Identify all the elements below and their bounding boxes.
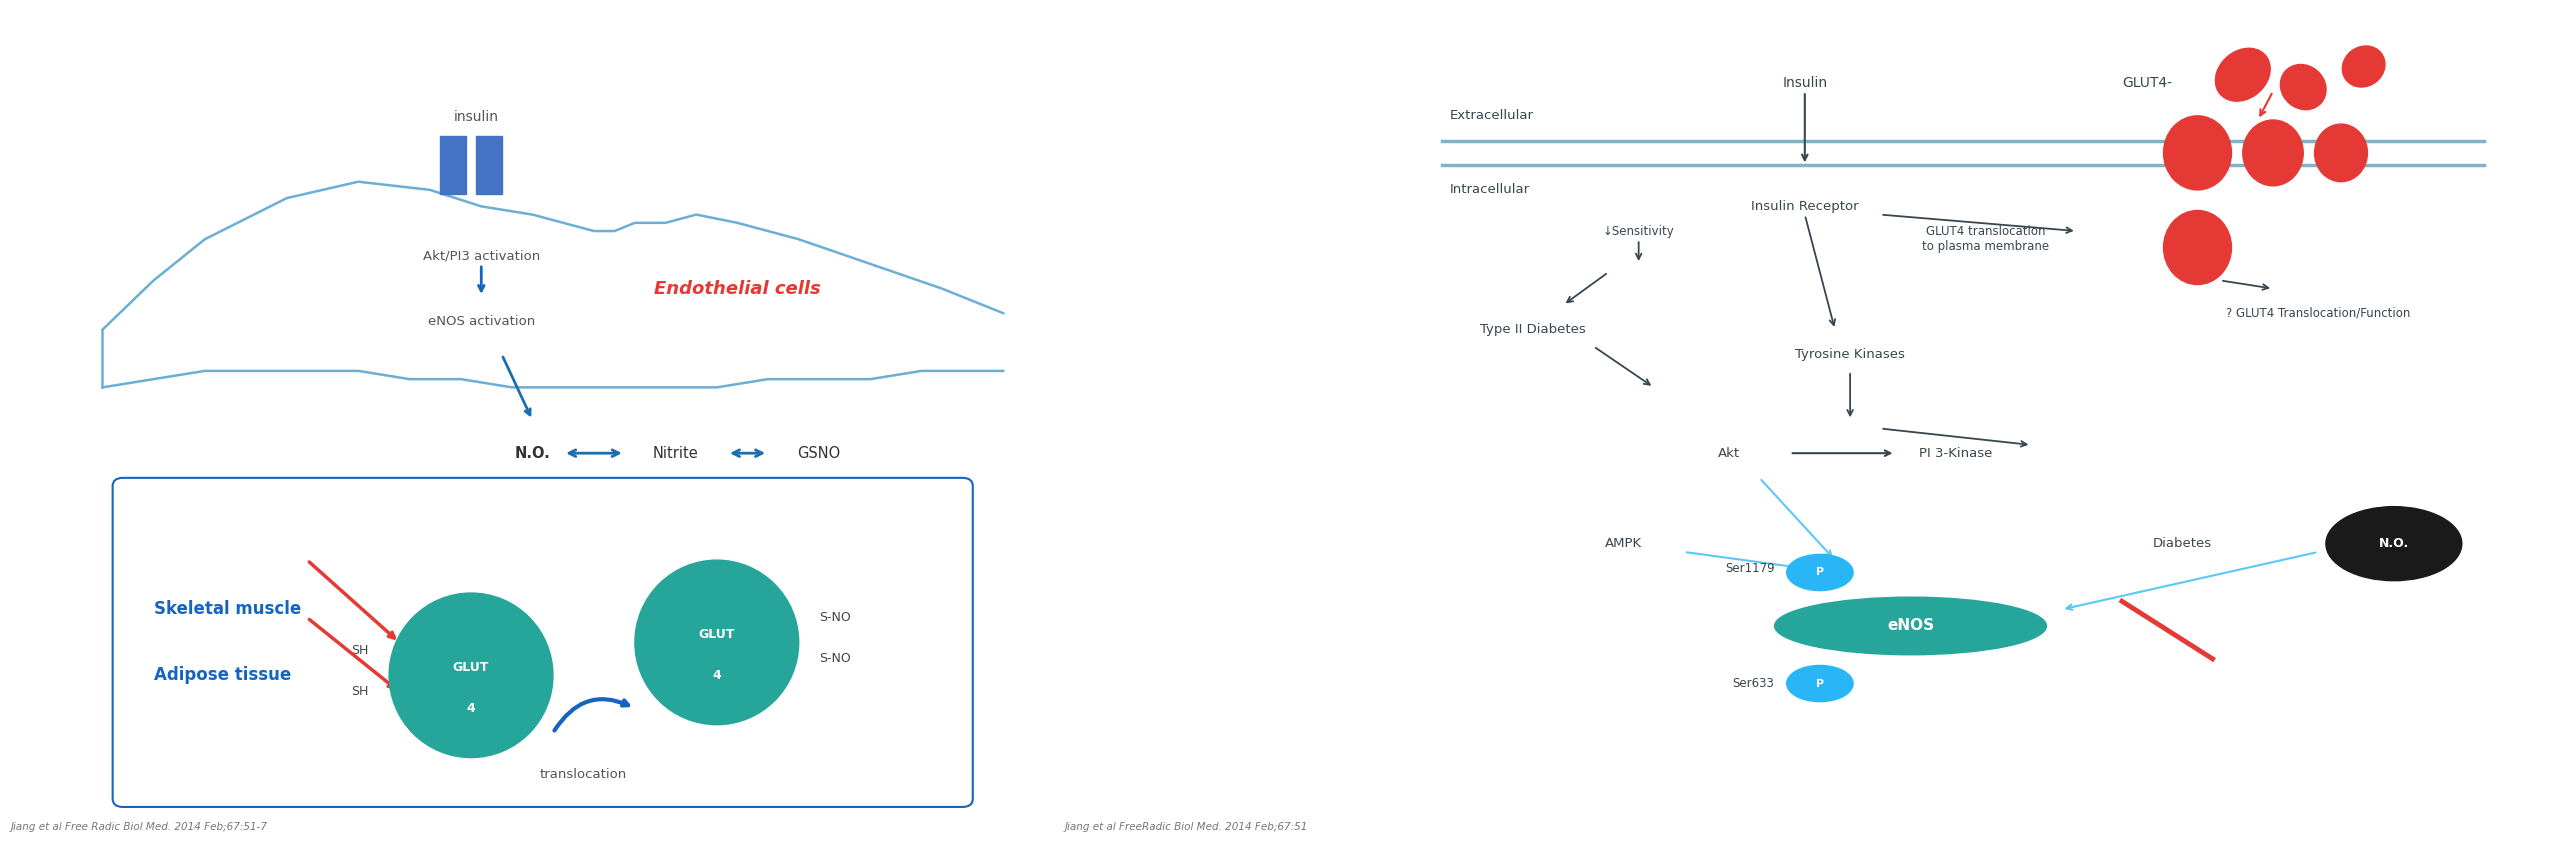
Text: Insulin Receptor: Insulin Receptor xyxy=(1751,200,1859,213)
Text: GLUT4 translocation
to plasma membrane: GLUT4 translocation to plasma membrane xyxy=(1923,225,2051,254)
Ellipse shape xyxy=(2163,211,2232,285)
Ellipse shape xyxy=(2163,116,2232,190)
Ellipse shape xyxy=(2243,120,2304,186)
Circle shape xyxy=(1787,554,1853,590)
Text: ? GLUT4 Translocation/Function: ? GLUT4 Translocation/Function xyxy=(2227,307,2412,320)
Text: PI 3-Kinase: PI 3-Kinase xyxy=(1920,446,1992,459)
Text: translocation: translocation xyxy=(540,768,627,781)
Text: Ser1179: Ser1179 xyxy=(1725,562,1774,575)
Text: P: P xyxy=(1815,567,1823,578)
Text: Insulin: Insulin xyxy=(1782,76,1828,90)
Text: P: P xyxy=(1815,679,1823,688)
Text: SH: SH xyxy=(351,686,369,698)
Text: Type II Diabetes: Type II Diabetes xyxy=(1480,323,1585,336)
Bar xyxy=(476,136,502,194)
Text: Diabetes: Diabetes xyxy=(2153,537,2212,550)
Ellipse shape xyxy=(389,593,553,758)
Text: Tyrosine Kinases: Tyrosine Kinases xyxy=(1795,348,1905,361)
Text: Akt: Akt xyxy=(1718,446,1741,459)
Ellipse shape xyxy=(2314,124,2368,182)
FancyBboxPatch shape xyxy=(113,478,973,807)
Text: GLUT: GLUT xyxy=(699,627,735,641)
Text: GLUT4-: GLUT4- xyxy=(2122,76,2171,90)
Text: S-NO: S-NO xyxy=(819,611,850,624)
Text: Extracellular: Extracellular xyxy=(1449,110,1533,123)
Ellipse shape xyxy=(2214,48,2271,101)
Text: N.O.: N.O. xyxy=(515,446,550,461)
Ellipse shape xyxy=(635,560,799,725)
Text: Intracellular: Intracellular xyxy=(1449,183,1531,196)
Text: AMPK: AMPK xyxy=(1605,537,1641,550)
Text: Jiang et al FreeRadic Biol Med. 2014 Feb;67:51: Jiang et al FreeRadic Biol Med. 2014 Feb… xyxy=(1065,822,1308,831)
Bar xyxy=(440,136,466,194)
Text: SH: SH xyxy=(351,644,369,657)
Circle shape xyxy=(1787,665,1853,702)
Text: 4: 4 xyxy=(466,702,476,715)
Text: S-NO: S-NO xyxy=(819,652,850,665)
Ellipse shape xyxy=(1774,597,2045,655)
Text: Jiang et al Free Radic Biol Med. 2014 Feb;67:51-7: Jiang et al Free Radic Biol Med. 2014 Fe… xyxy=(10,822,266,831)
Text: Skeletal muscle: Skeletal muscle xyxy=(154,601,302,619)
Ellipse shape xyxy=(2342,46,2386,87)
Text: 4: 4 xyxy=(712,668,722,682)
Text: GLUT: GLUT xyxy=(453,661,489,674)
Text: GSNO: GSNO xyxy=(799,446,840,461)
Text: insulin: insulin xyxy=(453,110,499,124)
Text: Ser633: Ser633 xyxy=(1733,677,1774,690)
Circle shape xyxy=(2327,506,2463,581)
Text: eNOS: eNOS xyxy=(1887,619,1935,633)
Text: Adipose tissue: Adipose tissue xyxy=(154,666,292,685)
Text: ↓Sensitivity: ↓Sensitivity xyxy=(1603,225,1674,237)
Text: Endothelial cells: Endothelial cells xyxy=(653,279,822,297)
Text: eNOS activation: eNOS activation xyxy=(428,315,535,328)
Ellipse shape xyxy=(2281,64,2327,110)
Text: N.O.: N.O. xyxy=(2378,537,2409,550)
Text: Nitrite: Nitrite xyxy=(653,446,699,461)
Text: Akt/PI3 activation: Akt/PI3 activation xyxy=(422,249,540,262)
